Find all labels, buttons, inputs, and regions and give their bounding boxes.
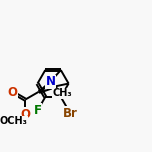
Text: O: O [7, 86, 17, 99]
Text: N: N [45, 75, 55, 88]
Text: Br: Br [63, 107, 78, 120]
Text: O: O [20, 108, 30, 121]
Text: OCH₃: OCH₃ [0, 116, 27, 126]
Text: CH₃: CH₃ [52, 88, 72, 98]
Text: F: F [33, 104, 41, 117]
